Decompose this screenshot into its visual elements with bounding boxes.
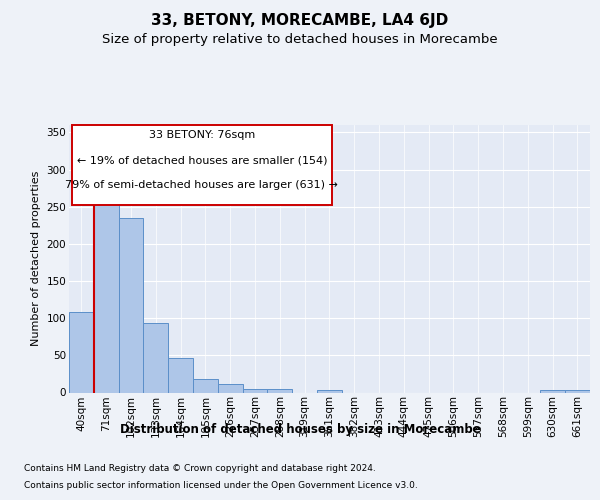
- Text: Contains public sector information licensed under the Open Government Licence v3: Contains public sector information licen…: [24, 481, 418, 490]
- Y-axis label: Number of detached properties: Number of detached properties: [31, 171, 41, 346]
- Bar: [69, 312, 94, 392]
- Bar: [565, 390, 590, 392]
- Bar: [218, 384, 242, 392]
- FancyBboxPatch shape: [71, 125, 332, 205]
- Bar: [143, 322, 168, 392]
- Text: 79% of semi-detached houses are larger (631) →: 79% of semi-detached houses are larger (…: [65, 180, 338, 190]
- Bar: [119, 218, 143, 392]
- Text: Size of property relative to detached houses in Morecambe: Size of property relative to detached ho…: [102, 32, 498, 46]
- Bar: [94, 184, 119, 392]
- Bar: [193, 379, 218, 392]
- Text: Distribution of detached houses by size in Morecambe: Distribution of detached houses by size …: [119, 422, 481, 436]
- Text: 33 BETONY: 76sqm: 33 BETONY: 76sqm: [149, 130, 255, 140]
- Bar: [268, 389, 292, 392]
- Text: 33, BETONY, MORECAMBE, LA4 6JD: 33, BETONY, MORECAMBE, LA4 6JD: [151, 12, 449, 28]
- Text: ← 19% of detached houses are smaller (154): ← 19% of detached houses are smaller (15…: [77, 156, 327, 166]
- Bar: [168, 358, 193, 392]
- Bar: [242, 389, 268, 392]
- Text: Contains HM Land Registry data © Crown copyright and database right 2024.: Contains HM Land Registry data © Crown c…: [24, 464, 376, 473]
- Bar: [317, 390, 342, 392]
- Bar: [540, 390, 565, 392]
